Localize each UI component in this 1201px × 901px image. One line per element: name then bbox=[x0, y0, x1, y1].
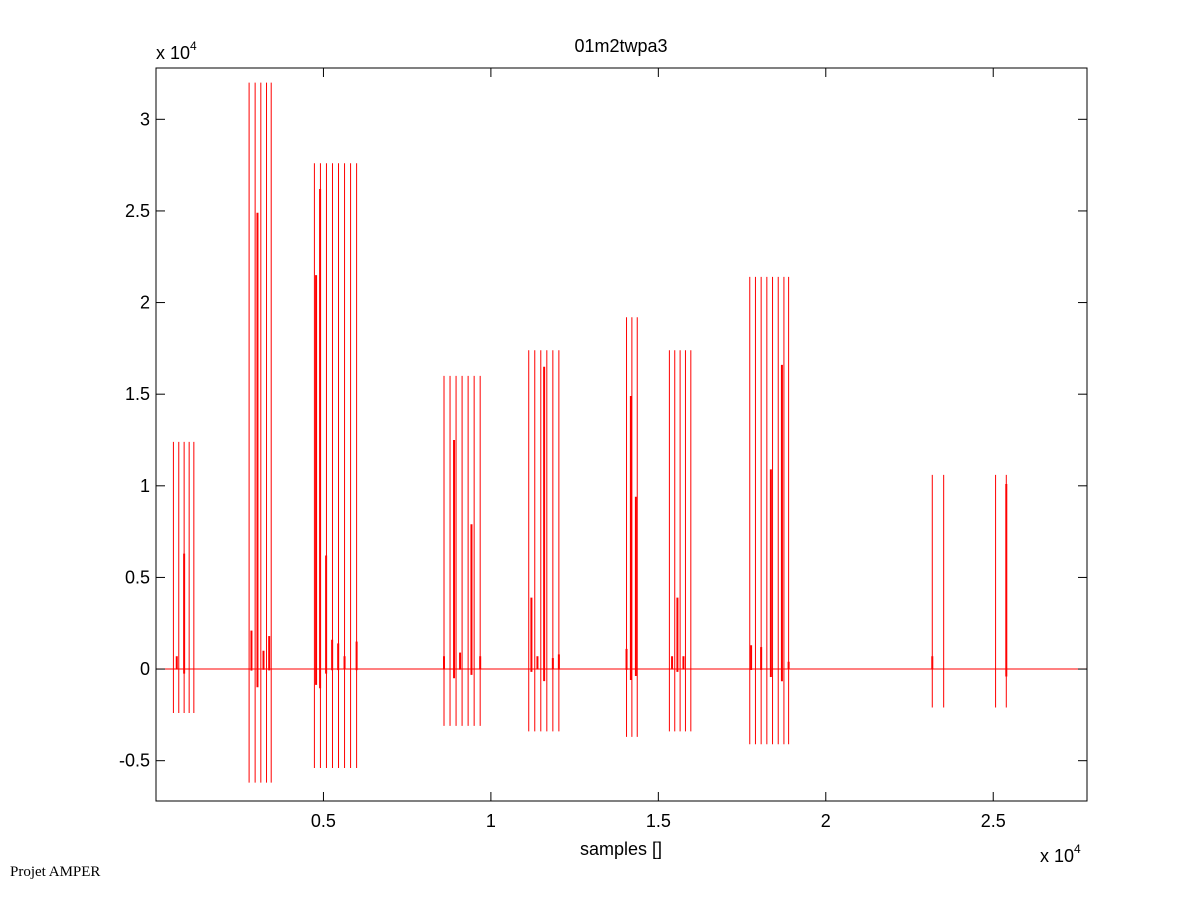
y-tick-label: -0.5 bbox=[119, 751, 150, 771]
x-tick-label: 2 bbox=[821, 811, 831, 831]
x-tick-label: 1 bbox=[486, 811, 496, 831]
x-tick-label: 0.5 bbox=[311, 811, 336, 831]
y-axis-multiplier: x 104 bbox=[156, 39, 197, 63]
tick-layer: -0.5 0 0.5 1 1.5 2 2.5 3 0.5 1 1.5 2 2.5 bbox=[119, 68, 1087, 831]
y-tick-label: 2 bbox=[140, 293, 150, 313]
footer-credit: Projet AMPER bbox=[10, 864, 101, 880]
x-axis-multiplier: x 104 bbox=[1040, 842, 1081, 866]
y-tick-label: 0 bbox=[140, 659, 150, 679]
chart-title: 01m2twpa3 bbox=[574, 36, 667, 56]
y-tick-label: 2.5 bbox=[125, 201, 150, 221]
plot-frame bbox=[155, 67, 1088, 802]
y-multiplier-base: x 10 bbox=[156, 43, 190, 63]
data-layer bbox=[156, 82, 1087, 783]
x-tick-label: 1.5 bbox=[646, 811, 671, 831]
y-tick-label: 0.5 bbox=[125, 567, 150, 587]
x-multiplier-base: x 10 bbox=[1040, 846, 1074, 866]
x-multiplier-exp: 4 bbox=[1074, 842, 1081, 856]
y-tick-label: 1.5 bbox=[125, 384, 150, 404]
y-tick-label: 3 bbox=[140, 109, 150, 129]
x-tick-label: 2.5 bbox=[981, 811, 1006, 831]
y-multiplier-exp: 4 bbox=[190, 39, 197, 53]
y-tick-label: 1 bbox=[140, 476, 150, 496]
x-axis-label: samples [] bbox=[580, 839, 662, 859]
